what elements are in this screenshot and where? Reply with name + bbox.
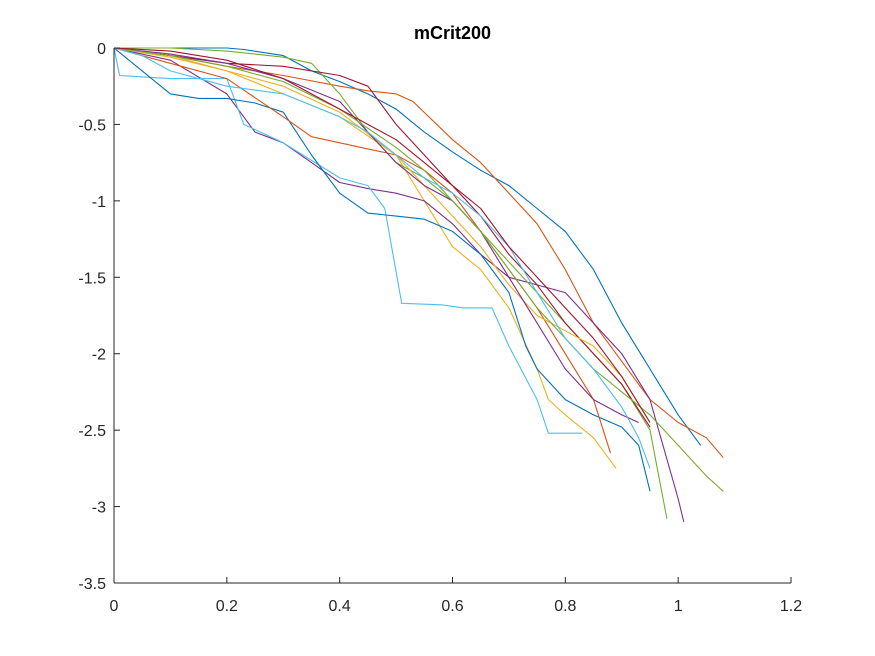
series-line-3 bbox=[113, 47, 617, 469]
y-tick-label: 0 bbox=[97, 41, 106, 58]
series-line-12 bbox=[113, 47, 724, 492]
x-tick-label: 0.6 bbox=[441, 598, 463, 615]
x-tick-label: 0.8 bbox=[554, 598, 576, 615]
series-line-6 bbox=[113, 47, 583, 434]
x-tick-label: 0 bbox=[110, 598, 119, 615]
series-line-8 bbox=[113, 47, 651, 492]
series-line-10 bbox=[113, 47, 651, 423]
series-line-11 bbox=[113, 47, 639, 424]
y-axis-ticks: 0 -0.5 -1 -1.5 -2 -2.5 -3 -3.5 bbox=[78, 41, 120, 593]
y-tick-label: -2 bbox=[92, 347, 106, 364]
chart-title: mCrit200 bbox=[414, 23, 491, 43]
y-tick-label: -0.5 bbox=[78, 117, 106, 134]
y-tick-label: -1 bbox=[92, 194, 106, 211]
x-axis-ticks: 0 0.2 0.4 0.6 0.8 1 1.2 bbox=[110, 577, 802, 615]
y-tick-label: -3.5 bbox=[78, 576, 106, 593]
x-tick-label: 0.4 bbox=[329, 598, 351, 615]
y-tick-label: -3 bbox=[92, 500, 106, 517]
series-line-4 bbox=[113, 47, 685, 523]
y-tick-label: -1.5 bbox=[78, 270, 106, 287]
series-line-1 bbox=[114, 47, 702, 446]
y-tick-label: -2.5 bbox=[78, 423, 106, 440]
x-tick-label: 1 bbox=[674, 598, 683, 615]
x-tick-label: 0.2 bbox=[216, 598, 238, 615]
series-line-13 bbox=[113, 47, 651, 469]
series-line-9 bbox=[113, 47, 612, 454]
series-line-14 bbox=[113, 47, 651, 423]
x-tick-label: 1.2 bbox=[780, 598, 802, 615]
series-layer bbox=[113, 47, 724, 523]
